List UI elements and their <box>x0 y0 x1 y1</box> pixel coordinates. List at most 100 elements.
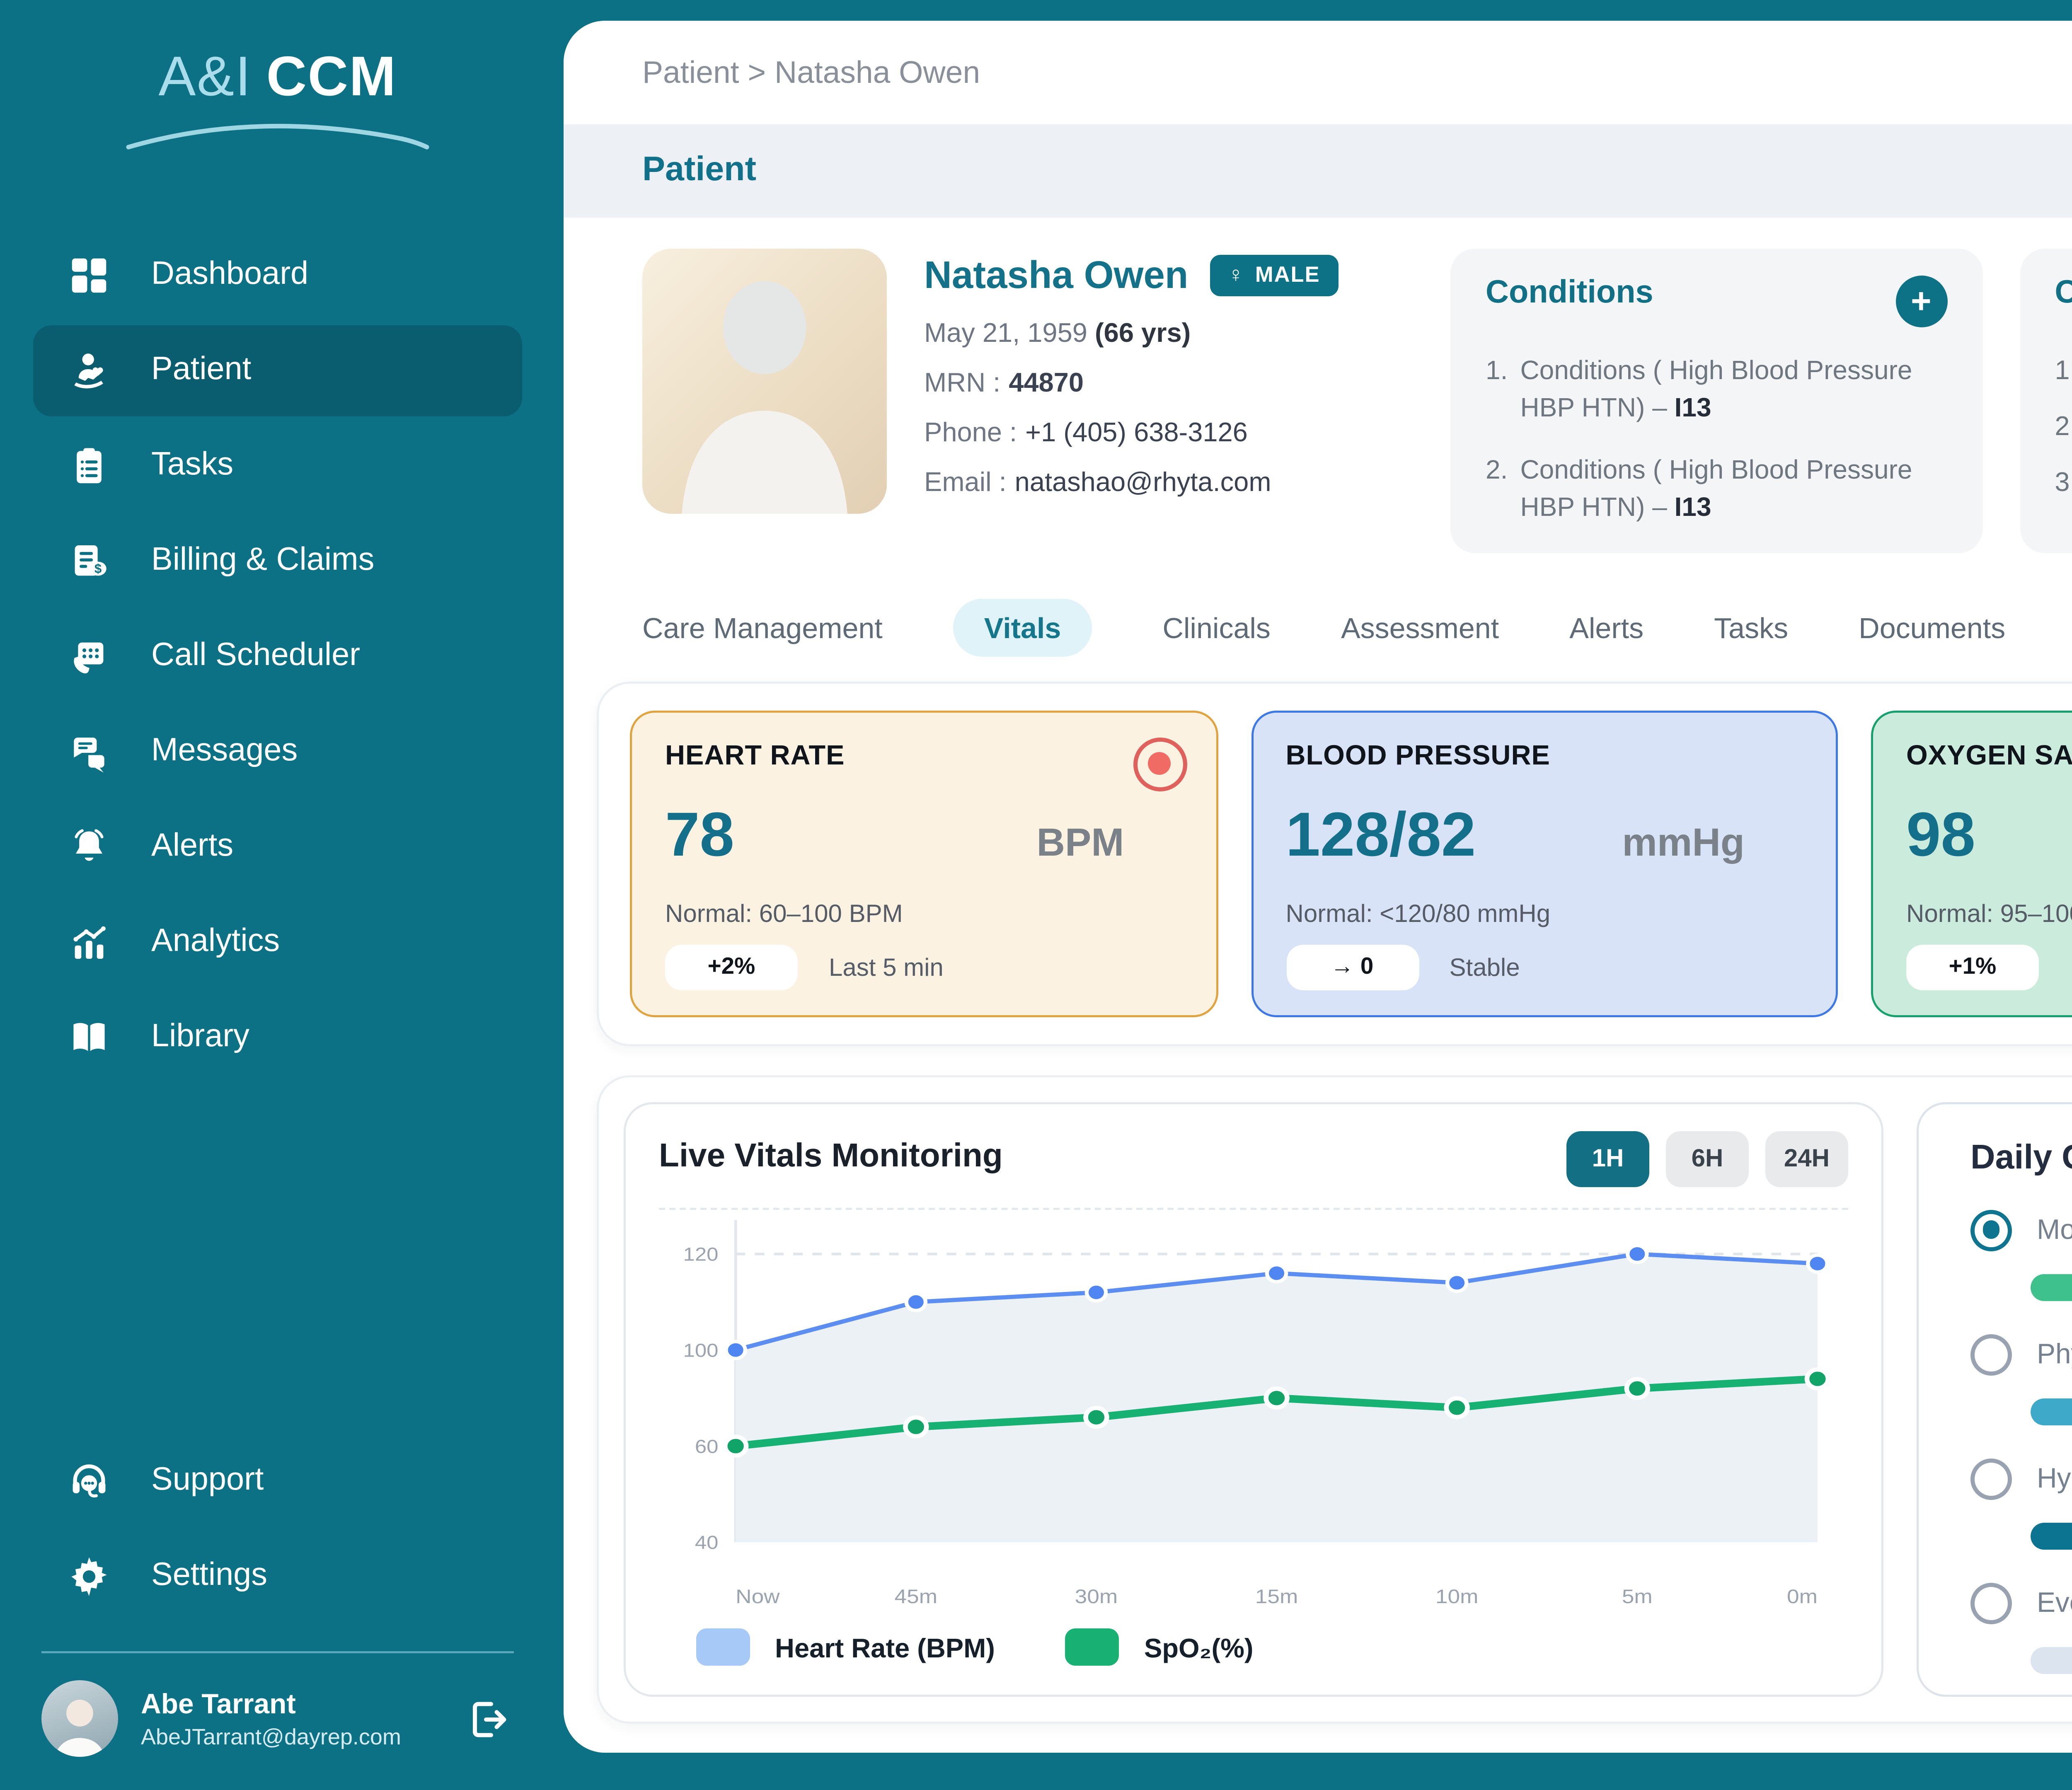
sidebar-item-analytics[interactable]: Analytics <box>33 897 522 988</box>
sidebar-footer: Support Settings Abe Tarrant AbeJTarrant… <box>0 1432 555 1790</box>
sidebar-item-dashboard[interactable]: Dashboard <box>33 230 522 321</box>
vital-status: Improving <box>2070 952 2072 981</box>
svg-text:100: 100 <box>683 1340 719 1360</box>
alerts-bell-icon <box>66 825 112 870</box>
range-button-24h[interactable]: 24H <box>1765 1130 1848 1187</box>
page-header: Patient <box>564 124 2072 218</box>
logout-icon[interactable] <box>464 1694 514 1744</box>
svg-text:120: 120 <box>683 1244 719 1265</box>
vitals-chart: 40 60 100 120 Now 45m 30m 15m 10m 5m 0m <box>659 1207 1848 1616</box>
goal-progress-track <box>2031 1522 2072 1549</box>
goal-radio[interactable] <box>1970 1458 2012 1500</box>
patient-email: Email : natashao@rhyta.com <box>924 466 1271 497</box>
svg-text:5m: 5m <box>1622 1585 1653 1606</box>
brand-primary: A&I <box>158 46 252 108</box>
tab-vitals[interactable]: Vitals <box>953 598 1092 656</box>
sidebar-item-support[interactable]: Support <box>33 1436 522 1527</box>
goals-title: Daily Care Goals <box>1970 1139 2072 1176</box>
user-avatar[interactable] <box>41 1680 118 1757</box>
svg-text:10m: 10m <box>1435 1585 1479 1606</box>
tab-alerts[interactable]: Alerts <box>1569 610 1644 644</box>
svg-text:$: $ <box>94 561 102 576</box>
settings-gear-icon <box>66 1554 112 1599</box>
tab-assessment[interactable]: Assessment <box>1341 610 1499 644</box>
care-team-member: 1. Alex Martin (CM) <box>2055 354 2072 385</box>
billing-icon: $ <box>66 539 112 584</box>
add-condition-button[interactable]: + <box>1895 276 1947 327</box>
vital-value: 98 <box>1906 801 1975 870</box>
goal-radio[interactable] <box>1970 1582 2012 1624</box>
dashboard-icon <box>66 253 112 298</box>
goal-physical-activity: Physical Activity (30 min) 85% <box>1970 1333 2072 1427</box>
breadcrumb[interactable]: Patient > Natasha Owen <box>642 55 980 90</box>
sidebar-item-label: Tasks <box>151 448 234 483</box>
tab-clinicals[interactable]: Clinicals <box>1162 610 1271 644</box>
vital-title: OXYGEN SATURATION (SpO₂) <box>1906 739 2072 770</box>
brand-logo: A&I CCM <box>0 46 555 164</box>
live-vitals-card: Live Vitals Monitoring 1H 6H 24H 40 60 100… <box>624 1101 1883 1697</box>
care-team-title: Care Team <box>2055 276 2072 313</box>
tab-documents[interactable]: Documents <box>1859 610 2006 644</box>
goal-evening-vitals: Evening Vitals Check 0% <box>1970 1582 2072 1675</box>
goal-progress-fill <box>2031 1522 2072 1549</box>
patient-photo <box>642 249 887 514</box>
spo2-legend-swatch <box>1065 1628 1119 1666</box>
sidebar-item-library[interactable]: Library <box>33 992 522 1084</box>
range-button-1h[interactable]: 1H <box>1566 1130 1649 1187</box>
patient-age: (66 yrs) <box>1095 317 1191 348</box>
call-scheduler-icon <box>66 634 112 680</box>
range-button-6h[interactable]: 6H <box>1666 1130 1749 1187</box>
chart-title: Live Vitals Monitoring <box>659 1139 1003 1175</box>
patient-tabs: Care Management Vitals Clinicals Assessm… <box>564 573 2072 677</box>
sidebar-item-settings[interactable]: Settings <box>33 1531 522 1622</box>
patient-phone: Phone : +1 (405) 638-3126 <box>924 416 1248 448</box>
time-range-selector: 1H 6H 24H <box>1566 1130 1848 1187</box>
tab-tasks[interactable]: Tasks <box>1714 610 1789 644</box>
goal-radio[interactable] <box>1970 1333 2012 1375</box>
conditions-title: Conditions <box>1486 276 1653 311</box>
daily-care-goals-card: Daily Care Goals Morning Medication 90% <box>1917 1101 2072 1697</box>
support-headset-icon <box>66 1459 112 1504</box>
sidebar-item-label: Messages <box>151 733 298 769</box>
bottom-panel: Live Vitals Monitoring 1H 6H 24H 40 60 100… <box>597 1074 2072 1724</box>
svg-text:40: 40 <box>695 1532 719 1553</box>
condition-item: 2. Conditions ( High Blood Pressure HBP … <box>1486 453 1912 522</box>
svg-text:Now: Now <box>736 1585 780 1606</box>
goal-progress-fill <box>2031 1273 2072 1301</box>
vital-unit: mmHg <box>1622 822 1745 866</box>
messages-icon <box>66 729 112 775</box>
user-name: Abe Tarrant <box>141 1687 296 1719</box>
tab-care-management[interactable]: Care Management <box>642 610 883 644</box>
vital-title: BLOOD PRESSURE <box>1285 739 1550 770</box>
sidebar: A&I CCM Dashboard Patient Tasks $ Billing… <box>0 0 555 1790</box>
patient-dob: May 21, 1959 (66 yrs) <box>924 317 1191 348</box>
sidebar-item-label: Alerts <box>151 829 234 864</box>
breadcrumb-bar: Patient > Natasha Owen <box>564 21 2072 124</box>
conditions-card: Conditions + 1. Conditions ( High Blood … <box>1450 249 1982 553</box>
svg-text:30m: 30m <box>1075 1585 1118 1606</box>
patient-mrn: MRN :44870 <box>924 367 1084 398</box>
main-area: Patient > Natasha Owen Patient Natasha O… <box>555 0 2072 1790</box>
sidebar-item-label: Call Scheduler <box>151 638 361 673</box>
svg-text:45m: 45m <box>895 1585 938 1606</box>
sidebar-item-tasks[interactable]: Tasks <box>33 421 522 512</box>
analytics-icon <box>66 920 112 965</box>
care-team-member: 3. Max Dev (Physician) <box>2055 466 2072 497</box>
brand-swoosh-icon <box>126 123 429 150</box>
vital-normal-range: Normal: 60–100 BPM <box>665 898 903 928</box>
brand-secondary: CCM <box>266 46 397 108</box>
sidebar-item-patient[interactable]: Patient <box>33 325 522 416</box>
patient-summary-row: Natasha Owen ♀ MALE May 21, 1959 (66 yrs)… <box>564 218 2072 573</box>
sidebar-item-billing-claims[interactable]: $ Billing & Claims <box>33 516 522 607</box>
blood-pressure-card: BLOOD PRESSURE 128/82 mmHg Normal: <120/8… <box>1250 710 1838 1017</box>
sidebar-item-messages[interactable]: Messages <box>33 706 522 798</box>
sidebar-item-label: Dashboard <box>151 257 309 292</box>
goal-radio[interactable] <box>1970 1209 2012 1251</box>
sidebar-item-label: Patient <box>151 352 252 387</box>
sidebar-item-alerts[interactable]: Alerts <box>33 802 522 893</box>
goal-morning-medication: Morning Medication 90% <box>1970 1209 2072 1302</box>
condition-item: 1. Conditions ( High Blood Pressure HBP … <box>1486 354 1912 423</box>
trend-pill: +2% <box>665 944 798 990</box>
sidebar-item-call-scheduler[interactable]: Call Scheduler <box>33 611 522 702</box>
sidebar-divider <box>41 1651 514 1653</box>
